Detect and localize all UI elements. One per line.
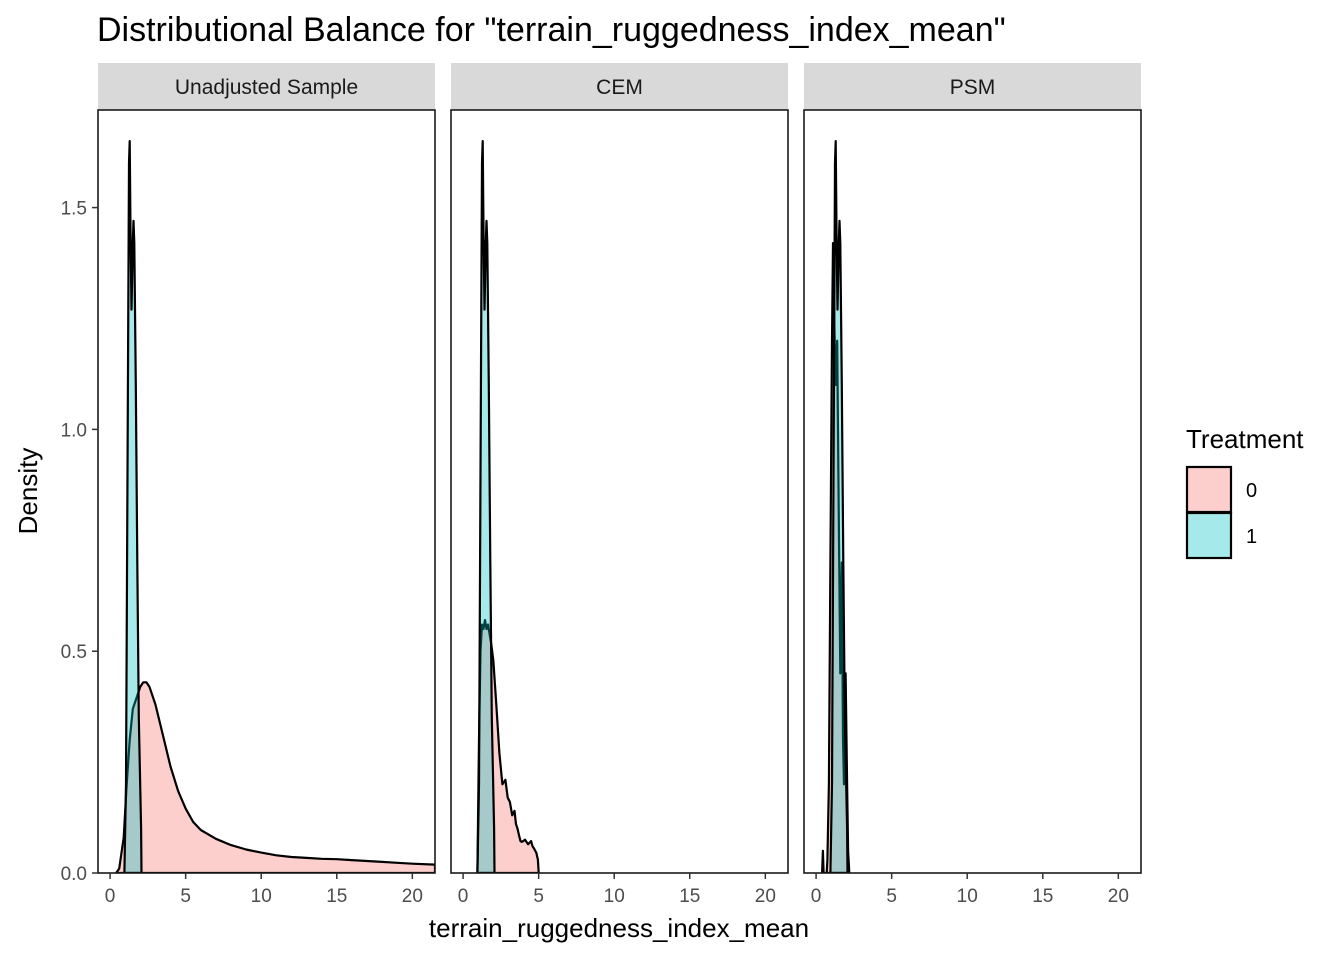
legend-label: 0 (1246, 480, 1257, 502)
density-areas (821, 140, 851, 873)
facet-strip-label: Unadjusted Sample (175, 76, 358, 99)
panel-border (450, 109, 789, 874)
x-tick-label: 5 (886, 886, 897, 907)
facet-strip (98, 63, 435, 110)
density-series-1 (476, 140, 496, 873)
facet-strip-label: CEM (596, 76, 643, 99)
x-tick-label: 20 (402, 886, 423, 907)
legend-key-0 (1185, 465, 1233, 514)
x-tick-label: 0 (105, 886, 116, 907)
x-tick-label: 15 (1032, 886, 1053, 907)
x-tick-label: 10 (251, 886, 272, 907)
y-tick-label: 0.5 (61, 642, 87, 663)
x-tick-label: 0 (811, 886, 822, 907)
x-tick-label: 20 (1108, 886, 1129, 907)
panel-background (98, 110, 435, 873)
legend-key-1 (1185, 511, 1233, 560)
facet-panels: Unadjusted Sample 0 5 10 15 20 CEM 0 5 10 15 20 PSM 0… (97, 63, 1142, 907)
x-tick-label: 10 (957, 886, 978, 907)
facet-strip-label: PSM (950, 76, 996, 99)
facet-strip (451, 63, 788, 110)
density-series-1 (829, 140, 849, 873)
density-series-0 (821, 242, 851, 873)
y-axis-title: Density (13, 448, 43, 535)
facet-panel: CEM 0 5 10 15 20 (450, 63, 789, 907)
y-axis: 0.0 0.5 1.0 1.5 (61, 199, 98, 885)
density-series-1 (123, 140, 143, 873)
x-tick-label: 10 (604, 886, 625, 907)
chart-title: Distributional Balance for "terrain_rugg… (97, 11, 1006, 49)
y-tick-label: 1.5 (61, 199, 87, 220)
facet-strip (804, 63, 1141, 110)
density-areas (476, 140, 540, 873)
x-tick-label: 5 (180, 886, 191, 907)
y-tick-label: 0.0 (61, 864, 87, 885)
facet-panel: PSM 0 5 10 15 20 (803, 63, 1142, 907)
panel-border (803, 109, 1142, 874)
legend-key-background (1187, 467, 1231, 512)
panel-background (451, 110, 788, 873)
x-tick-label: 0 (458, 886, 469, 907)
x-tick-label: 15 (679, 886, 700, 907)
x-tick-label: 20 (755, 886, 776, 907)
x-tick-label: 5 (533, 886, 544, 907)
legend-title: Treatment (1186, 424, 1304, 454)
density-areas (115, 140, 435, 873)
y-tick-label: 1.0 (61, 420, 87, 441)
panel-border (97, 109, 436, 874)
x-tick-label: 15 (326, 886, 347, 907)
x-axis-title: terrain_ruggedness_index_mean (429, 913, 809, 943)
legend-items: 01 (1185, 465, 1257, 560)
panel-background (804, 110, 1141, 873)
legend-key-background (1187, 513, 1231, 558)
facet-panel: Unadjusted Sample 0 5 10 15 20 (97, 63, 436, 907)
density-series-0 (115, 681, 435, 873)
legend-label: 1 (1246, 526, 1257, 548)
legend: Treatment 01 (1185, 424, 1304, 560)
